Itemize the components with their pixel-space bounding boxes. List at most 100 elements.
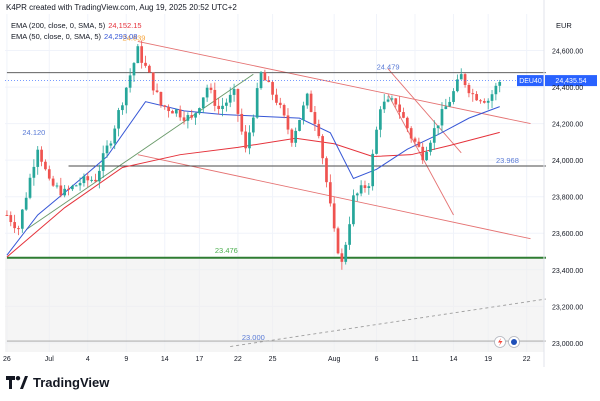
candle-body <box>417 141 421 147</box>
candle-body <box>205 87 209 98</box>
candle-body <box>459 74 463 80</box>
candle-body <box>436 125 440 129</box>
candle-body <box>332 203 336 229</box>
candle-body <box>86 176 90 181</box>
y-tick-label: 23,400.00 <box>552 268 583 275</box>
candle-body <box>263 72 267 81</box>
y-tick-label: 23,800.00 <box>552 195 583 202</box>
footer: TradingView <box>0 367 600 401</box>
candle-body <box>363 185 367 188</box>
candle-body <box>275 94 278 103</box>
candle-body <box>267 80 271 83</box>
candle-body <box>244 131 247 149</box>
candle-body <box>213 89 217 106</box>
candle-body <box>429 142 432 152</box>
candle-body <box>398 104 401 113</box>
candle-body <box>59 185 63 196</box>
candle-body <box>71 185 74 190</box>
x-tick-label: 22 <box>234 356 242 363</box>
candle-body <box>386 99 390 102</box>
candle-body <box>298 119 301 131</box>
candle-body <box>190 115 194 118</box>
candle-body <box>44 161 47 170</box>
candle-body <box>113 128 117 144</box>
candle-body <box>124 87 128 106</box>
candle-body <box>28 177 32 198</box>
legend-ema-200-value: 24,152.15 <box>108 21 142 30</box>
candle-body <box>402 112 405 118</box>
candle-body <box>328 182 332 204</box>
candle-body <box>463 74 467 86</box>
candle-body <box>140 46 144 63</box>
candle-body <box>259 72 263 89</box>
tradingview-logo[interactable]: TradingView <box>6 375 109 390</box>
candle-body <box>105 145 109 154</box>
candle-body <box>452 91 455 102</box>
candle-body <box>471 93 475 95</box>
candle-body <box>290 129 294 143</box>
candle-body <box>382 101 386 110</box>
candle-body <box>371 153 375 187</box>
candle-body <box>94 179 97 182</box>
price-label: 23.476 <box>215 246 238 255</box>
legend-ema-50[interactable]: EMA (50, close, 0, SMA, 5) 24,293.08 <box>11 32 137 41</box>
candle-body <box>178 109 182 118</box>
price-label: 24.479 <box>377 63 400 72</box>
candle-body <box>321 136 324 159</box>
chart-header: K4PR created with TradingView.com, Aug 1… <box>6 3 237 12</box>
candle-body <box>421 146 425 161</box>
candle-body <box>163 105 167 107</box>
candle-body <box>171 111 174 114</box>
candle-body <box>448 101 452 107</box>
x-tick-label: 26 <box>3 356 11 363</box>
candle-body <box>201 97 205 109</box>
candle-body <box>394 98 398 105</box>
x-tick-label: 14 <box>161 356 169 363</box>
candle-body <box>317 124 321 137</box>
candle-body <box>136 46 140 64</box>
last-price-tag <box>545 75 597 87</box>
y-tick-label: 23,600.00 <box>552 231 583 238</box>
legend-ema-200[interactable]: EMA (200, close, 0, SMA, 5) 24,152.15 <box>11 21 142 30</box>
candle-body <box>82 176 86 184</box>
candle-body <box>40 149 43 162</box>
candle-body <box>482 101 486 103</box>
candle-body <box>282 104 286 116</box>
candle-body <box>55 185 59 187</box>
candle-body <box>182 117 186 121</box>
candle-body <box>240 113 244 132</box>
candle-body <box>390 98 394 100</box>
candle-body <box>355 193 359 196</box>
candle-body <box>74 185 78 187</box>
candle-body <box>286 115 290 130</box>
trendline-support <box>25 73 254 230</box>
candle-body <box>232 89 236 95</box>
candle-body <box>209 87 213 90</box>
candle-body <box>348 224 351 245</box>
price-chart[interactable]: 24.639 24.479 24.120 23.968 23.476 23.000 DEU4… <box>0 0 600 367</box>
candle-body <box>255 88 259 118</box>
candle-body <box>101 153 105 171</box>
candle-body <box>24 197 28 210</box>
candle-body <box>409 128 413 139</box>
candle-body <box>148 65 151 73</box>
candle-body <box>109 143 113 146</box>
legend-ema-50-label: EMA (50, close, 0, SMA, 5) <box>11 32 102 41</box>
candle-body <box>51 178 55 186</box>
candle-body <box>236 89 240 114</box>
y-tick-label: 24,200.00 <box>552 122 583 129</box>
x-tick-label: 11 <box>411 356 418 363</box>
price-label: 24.120 <box>22 128 45 137</box>
x-tick-label: 19 <box>484 356 492 363</box>
x-tick-label: 6 <box>375 356 379 363</box>
candle-body <box>144 62 147 66</box>
candle-body <box>186 115 190 121</box>
candle-body <box>325 158 328 183</box>
candle-body <box>97 170 101 182</box>
candle-body <box>271 82 274 95</box>
candle-body <box>302 105 305 120</box>
x-tick-label: 17 <box>196 356 204 363</box>
y-tick-label: 24,000.00 <box>552 158 583 165</box>
currency-label: EUR <box>556 21 572 30</box>
candle-body <box>198 108 201 114</box>
